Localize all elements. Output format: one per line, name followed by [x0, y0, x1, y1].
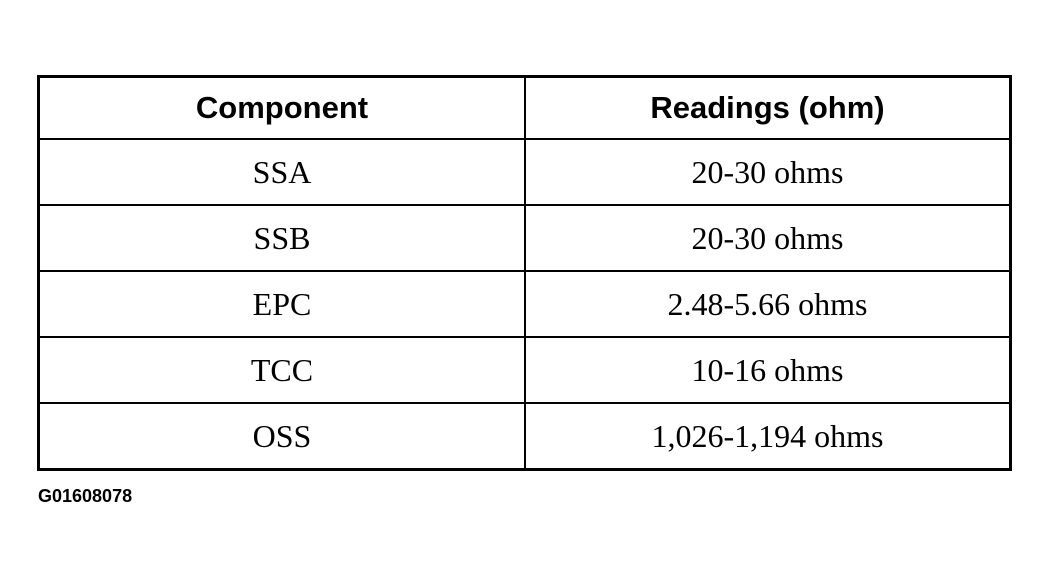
component-cell: TCC [37, 336, 526, 404]
component-cell: SSB [37, 204, 526, 272]
figure-code: G01608078 [38, 486, 133, 506]
reading-cell: 10-16 ohms [524, 336, 1012, 404]
table-row: SSA 20-30 ohms [37, 138, 1012, 206]
table-row: EPC 2.48-5.66 ohms [37, 270, 1012, 338]
reading-cell: 20-30 ohms [524, 138, 1012, 206]
reading-cell: 2.48-5.66 ohms [524, 270, 1012, 338]
header-readings: Readings (ohm) [524, 75, 1012, 140]
table-row: TCC 10-16 ohms [37, 336, 1012, 404]
header-component: Component [37, 75, 526, 140]
table-row: OSS 1,026-1,194 ohms [37, 402, 1012, 471]
resistance-table: Component Readings (ohm) SSA 20-30 ohms … [37, 75, 1012, 471]
reading-cell: 20-30 ohms [524, 204, 1012, 272]
component-cell: OSS [37, 402, 526, 471]
component-cell: EPC [37, 270, 526, 338]
header-row: Component Readings (ohm) [37, 75, 1012, 140]
table-row: SSB 20-30 ohms [37, 204, 1012, 272]
reading-cell: 1,026-1,194 ohms [524, 402, 1012, 471]
component-cell: SSA [37, 138, 526, 206]
